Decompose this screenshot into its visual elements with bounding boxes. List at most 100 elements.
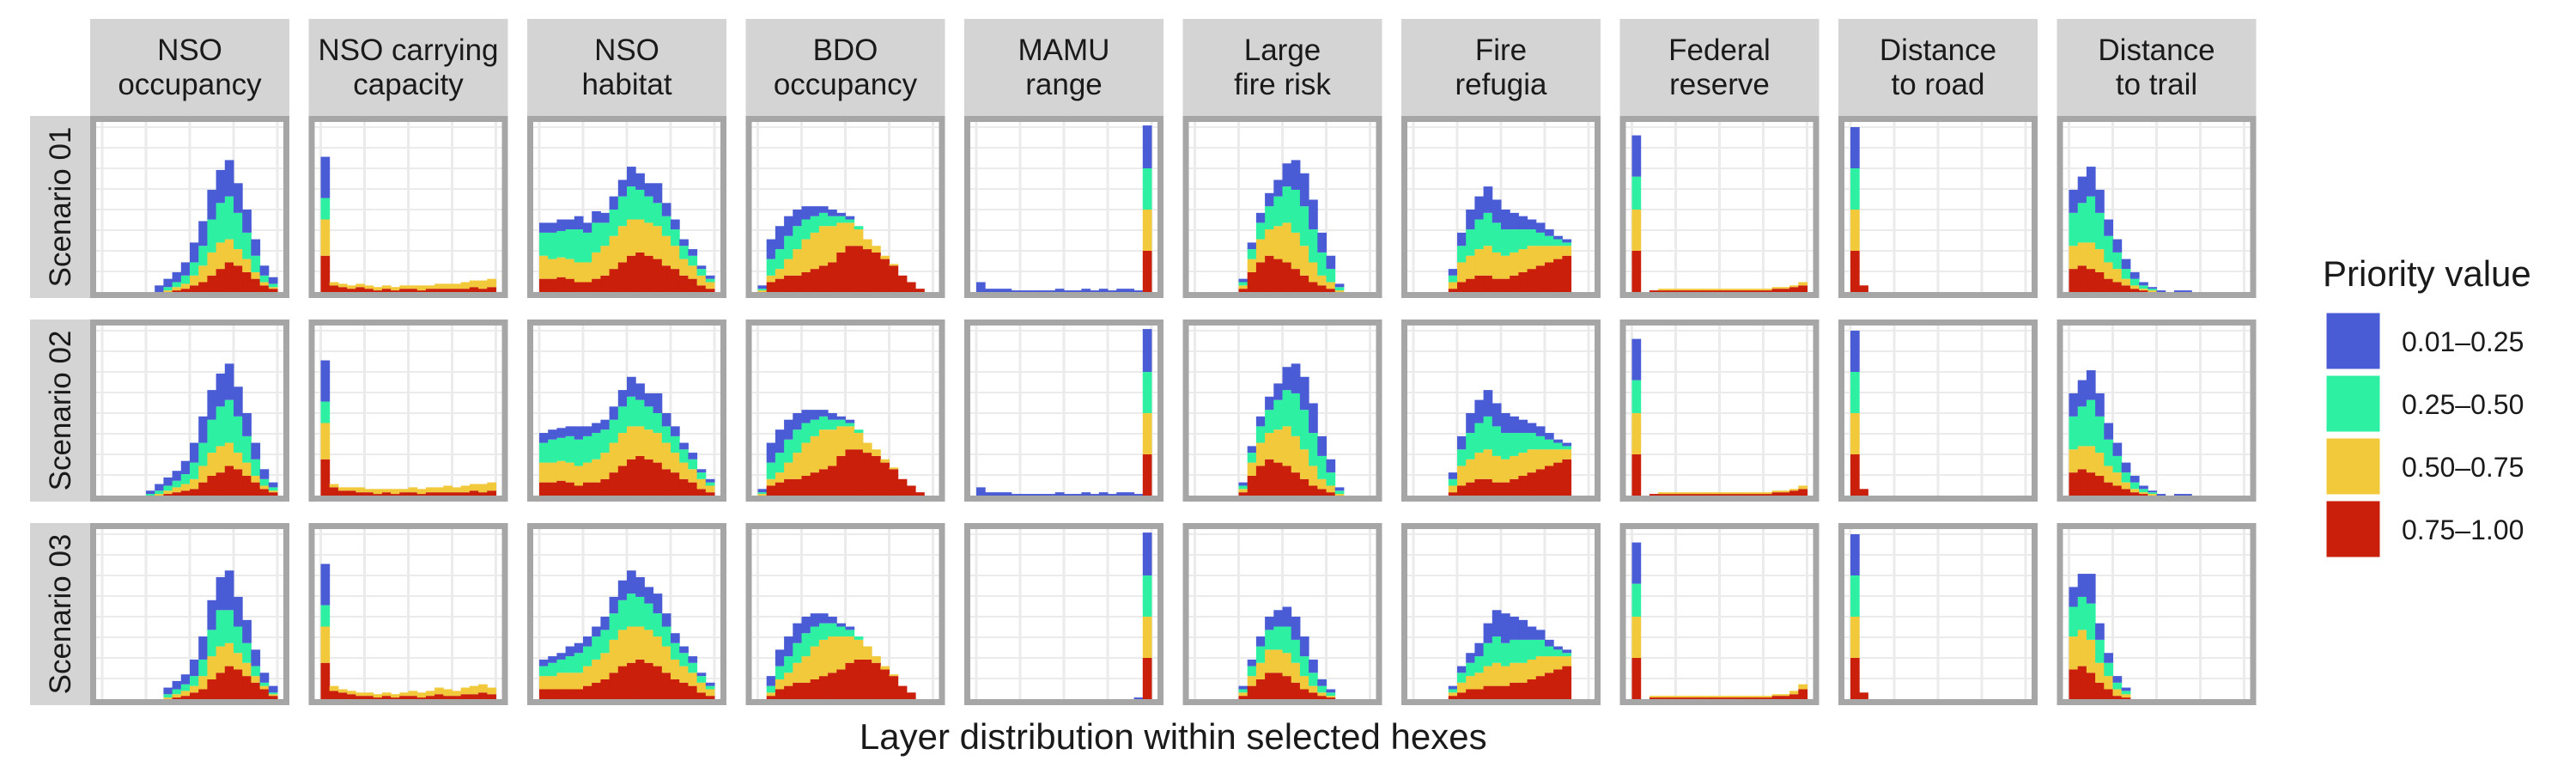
histogram-bar-segment xyxy=(224,239,234,263)
histogram-bar-segment xyxy=(1466,689,1475,699)
histogram-bar-segment xyxy=(2121,694,2131,698)
histogram-bar-segment xyxy=(2139,489,2148,493)
histogram-bar-segment xyxy=(696,469,707,473)
histogram-bar-segment xyxy=(1448,275,1458,283)
histogram-bar-segment xyxy=(1265,192,1274,207)
histogram-bar-segment xyxy=(1483,212,1493,247)
histogram-bar-segment xyxy=(216,472,226,496)
histogram-bar-segment xyxy=(600,429,611,453)
histogram-bar-segment xyxy=(347,490,356,496)
histogram-bar-segment xyxy=(242,232,252,259)
histogram-bar-segment xyxy=(1247,453,1257,463)
histogram-bar-segment xyxy=(556,219,567,231)
histogram-bar-segment xyxy=(1501,278,1510,292)
histogram-bar-segment xyxy=(793,623,802,643)
histogram-bar-segment xyxy=(242,435,252,463)
histogram-bar-segment xyxy=(784,275,793,292)
histogram-bar-segment xyxy=(1535,435,1546,450)
histogram-bar-segment xyxy=(234,626,243,654)
histogram-bar-segment xyxy=(757,285,768,289)
histogram-bar-segment xyxy=(1317,692,1327,697)
histogram-bar-segment xyxy=(408,696,418,699)
histogram-bar-segment xyxy=(793,226,802,250)
histogram-bar-segment xyxy=(688,469,698,483)
histogram-bar-segment xyxy=(2086,269,2096,292)
histogram-bar-segment xyxy=(828,262,837,292)
histogram-bar-segment xyxy=(1780,289,1790,292)
histogram-bar-segment xyxy=(766,275,776,283)
histogram-bar-segment xyxy=(1771,694,1782,697)
histogram-bar-segment xyxy=(548,278,557,292)
histogram-bar-segment xyxy=(460,289,471,292)
histogram-bar-segment xyxy=(828,226,837,263)
histogram-bar-segment xyxy=(1702,494,1711,496)
histogram-bar-segment xyxy=(163,287,173,291)
histogram-bar-segment xyxy=(207,275,217,292)
histogram-bar-segment xyxy=(337,283,348,288)
histogram-bar-segment xyxy=(391,489,400,495)
histogram-bar-segment xyxy=(906,485,916,496)
histogram-bar-segment xyxy=(1448,472,1458,479)
histogram-bar-segment xyxy=(793,682,802,699)
histogram-bar-segment xyxy=(539,433,549,443)
histogram-bar-segment xyxy=(1562,459,1572,496)
histogram-bar-segment xyxy=(600,617,611,630)
histogram-bar-segment xyxy=(216,269,226,292)
histogram-bar-segment xyxy=(1483,449,1493,479)
panel xyxy=(964,523,1163,705)
histogram-bar-segment xyxy=(1255,466,1266,496)
histogram-bar-segment xyxy=(818,212,829,227)
histogram-bar-segment xyxy=(653,462,663,496)
histogram-bar-segment xyxy=(1527,626,1537,640)
histogram-bar-segment xyxy=(653,593,663,614)
histogram-bar-segment xyxy=(1518,619,1528,640)
histogram-bar-segment xyxy=(2112,282,2123,292)
histogram-bar-segment xyxy=(1483,623,1493,643)
histogram-bar-segment xyxy=(1238,689,1249,693)
histogram-bar-segment xyxy=(1746,492,1755,495)
histogram-bar-segment xyxy=(818,226,829,266)
histogram-bar-segment xyxy=(1631,454,1642,496)
histogram-bar-segment xyxy=(2121,462,2131,473)
histogram-bar-segment xyxy=(688,673,698,686)
histogram-bar-segment xyxy=(1291,682,1301,699)
histogram-bar-segment xyxy=(696,676,707,683)
histogram-bar-segment xyxy=(1317,489,1327,496)
histogram-bar-segment xyxy=(556,437,567,461)
histogram-bar-segment xyxy=(705,482,715,486)
histogram-bar-segment xyxy=(627,376,636,397)
histogram-bar-segment xyxy=(688,453,698,460)
histogram-bar-segment xyxy=(653,433,663,463)
histogram-bar-segment xyxy=(705,478,715,483)
histogram-bar-segment xyxy=(1309,229,1318,263)
histogram-bar-segment xyxy=(644,222,654,256)
histogram-bar-segment xyxy=(268,289,278,292)
histogram-bar-segment xyxy=(1238,685,1249,690)
histogram-bar-segment xyxy=(180,674,191,685)
histogram-bar-segment xyxy=(592,433,601,460)
histogram-bar-segment xyxy=(190,275,199,286)
histogram-bar-segment xyxy=(854,639,864,660)
histogram-bar-segment xyxy=(671,642,680,660)
histogram-bar-segment xyxy=(2069,449,2079,473)
histogram-bar-segment xyxy=(399,696,409,699)
histogram-bar-segment xyxy=(1798,489,1807,496)
histogram-bar-segment xyxy=(1020,494,1030,496)
histogram-bar-segment xyxy=(1098,492,1109,496)
histogram-bar-segment xyxy=(180,691,191,697)
histogram-bar-segment xyxy=(1719,290,1729,292)
row-strip-background xyxy=(30,116,90,298)
histogram-bar-segment xyxy=(1317,275,1327,286)
histogram-bar-segment xyxy=(609,596,619,614)
histogram-bar-segment xyxy=(574,262,584,283)
histogram-bar-segment xyxy=(487,482,496,491)
histogram-bar-segment xyxy=(1553,235,1563,240)
histogram-bar-segment xyxy=(163,290,173,292)
histogram-bar-segment xyxy=(1457,673,1467,683)
histogram-bar-segment xyxy=(1334,283,1345,288)
histogram-bar-segment xyxy=(1317,232,1327,253)
histogram-bar-segment xyxy=(1466,653,1475,663)
histogram-bar-segment xyxy=(600,419,611,430)
panel xyxy=(527,320,726,502)
